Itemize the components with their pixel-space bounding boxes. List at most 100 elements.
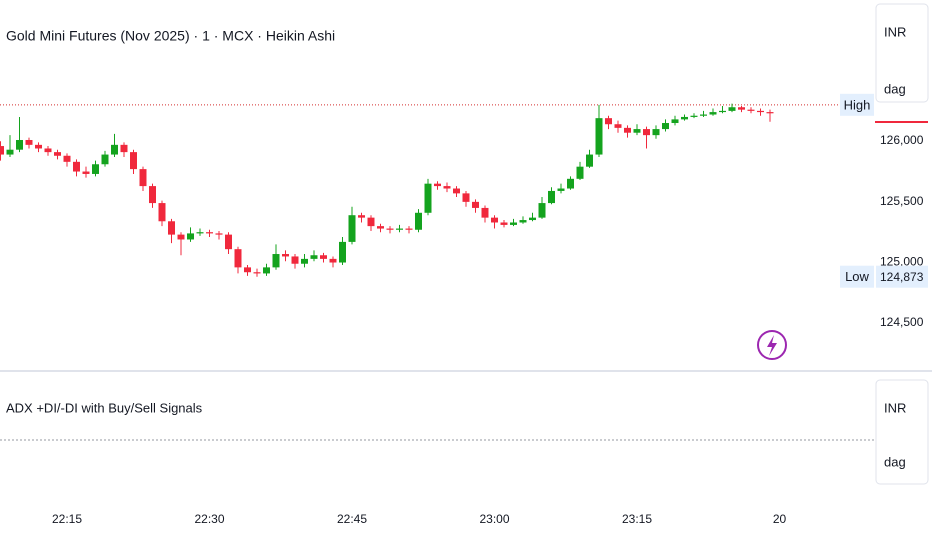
candle-body bbox=[443, 186, 451, 189]
candle-body bbox=[567, 178, 574, 189]
candle-body bbox=[500, 222, 508, 225]
candle-body bbox=[415, 212, 422, 230]
x-tick-label: 22:15 bbox=[52, 512, 82, 526]
candle-body bbox=[244, 267, 251, 273]
icon-bolt[interactable] bbox=[767, 335, 777, 356]
candle-body bbox=[652, 129, 660, 136]
candle-body bbox=[291, 256, 299, 264]
candle-body bbox=[73, 161, 80, 172]
candle-body bbox=[519, 220, 527, 223]
y-tick-label: 126,000 bbox=[880, 133, 924, 147]
candle-body bbox=[643, 129, 650, 136]
candle-body bbox=[557, 188, 565, 191]
candle-body bbox=[158, 203, 166, 222]
candle-body bbox=[215, 233, 223, 235]
candle-body bbox=[92, 164, 99, 174]
candle-body bbox=[377, 226, 384, 229]
high-label: High bbox=[844, 97, 871, 112]
currency: INR bbox=[884, 24, 906, 39]
candle-body bbox=[690, 115, 698, 117]
unit-box bbox=[875, 3, 929, 103]
candle-body bbox=[44, 148, 52, 153]
candle-body bbox=[168, 221, 175, 235]
candle-body bbox=[25, 139, 33, 145]
unit: dag bbox=[884, 81, 906, 96]
candle-body bbox=[548, 190, 555, 204]
candle-body bbox=[766, 112, 774, 114]
candle-body bbox=[6, 149, 14, 155]
x-tick-label: 23:00 bbox=[479, 512, 509, 526]
candle-body bbox=[272, 254, 280, 268]
candle-body bbox=[301, 258, 308, 264]
candle-body bbox=[576, 166, 584, 179]
candle-body bbox=[529, 217, 536, 221]
candle-body bbox=[16, 139, 23, 150]
candle-body bbox=[139, 169, 147, 187]
low-value-box bbox=[876, 265, 928, 288]
currency: INR bbox=[884, 400, 906, 415]
candle-body bbox=[206, 232, 213, 234]
candle-body bbox=[310, 255, 318, 259]
candle-body bbox=[358, 215, 365, 218]
candle-body bbox=[54, 152, 61, 156]
candle-body bbox=[510, 222, 517, 225]
candle-body bbox=[462, 193, 470, 202]
unit-box bbox=[875, 379, 929, 485]
lightning-icon[interactable] bbox=[757, 330, 787, 360]
y-tick-label: 124,500 bbox=[880, 315, 924, 329]
x-tick-label: 20 bbox=[773, 512, 787, 526]
candle-body bbox=[130, 152, 137, 170]
candle-body bbox=[614, 124, 622, 128]
candle-body bbox=[339, 241, 346, 263]
candle-body bbox=[671, 119, 679, 124]
candle-body bbox=[187, 233, 194, 240]
candle-body bbox=[586, 154, 593, 167]
candle-body bbox=[82, 171, 90, 174]
y-tick-label: 125,500 bbox=[880, 194, 924, 208]
candle-body bbox=[434, 183, 441, 187]
y-tick-label: 125,000 bbox=[880, 254, 924, 268]
candle-body bbox=[149, 186, 156, 204]
candle-body bbox=[386, 228, 394, 230]
x-tick-label: 22:30 bbox=[194, 512, 224, 526]
candle-body bbox=[719, 110, 726, 113]
candle-body bbox=[538, 203, 546, 218]
candle-body bbox=[0, 146, 4, 155]
indicator-title: ADX +DI/-DI with Buy/Sell Signals bbox=[6, 400, 203, 415]
candle-body bbox=[253, 272, 261, 274]
candle-body bbox=[225, 234, 232, 250]
candle-body bbox=[282, 254, 289, 257]
candle-body bbox=[700, 114, 707, 116]
candle-body bbox=[263, 267, 270, 274]
candle-body bbox=[396, 228, 403, 230]
unit: dag bbox=[884, 454, 906, 469]
candle-body bbox=[709, 112, 717, 115]
candle-body bbox=[329, 258, 337, 263]
candle-body bbox=[481, 207, 489, 218]
candle-body bbox=[747, 109, 755, 111]
candle-body bbox=[177, 234, 185, 240]
candle-body bbox=[111, 144, 118, 155]
candle-body bbox=[196, 232, 204, 234]
candle-body bbox=[120, 144, 128, 153]
candle-body bbox=[662, 123, 669, 130]
candle-body bbox=[424, 183, 432, 213]
candle-body bbox=[605, 118, 612, 125]
candle-body bbox=[633, 129, 641, 133]
candle-body bbox=[63, 155, 71, 162]
candle-body bbox=[320, 255, 327, 259]
candle-body bbox=[453, 188, 460, 194]
candle-body bbox=[624, 127, 631, 133]
high-label-box bbox=[840, 93, 874, 116]
low-label: Low bbox=[845, 269, 869, 284]
candle-body bbox=[738, 107, 745, 110]
candle-body bbox=[348, 215, 356, 242]
candle-body bbox=[101, 154, 109, 165]
candle-body bbox=[472, 201, 479, 208]
candle-body bbox=[234, 249, 242, 268]
candle-body bbox=[681, 116, 688, 120]
candle-body bbox=[367, 217, 375, 227]
low-label-box bbox=[840, 265, 874, 288]
